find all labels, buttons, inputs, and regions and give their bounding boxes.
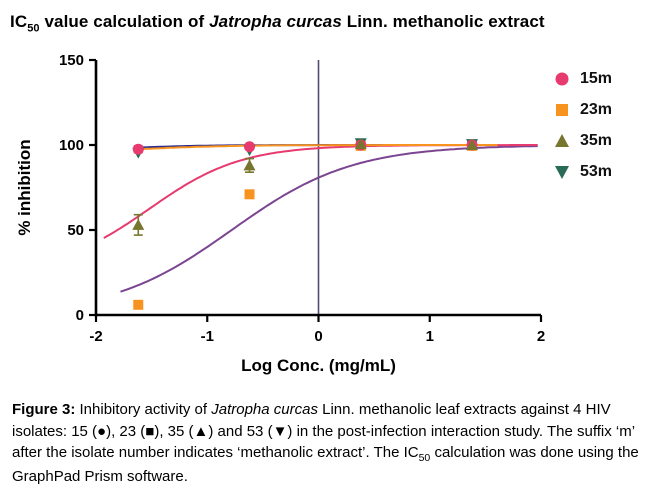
data-point — [555, 134, 569, 148]
square-marker-icon — [553, 101, 571, 119]
data-point — [132, 219, 145, 231]
figure-caption: Figure 3: Inhibitory activity of Jatroph… — [12, 399, 650, 487]
legend-item-15m: 15m — [553, 70, 612, 88]
title-species-italic: Jatropha curcas — [209, 12, 342, 31]
data-point — [555, 72, 569, 86]
circle-marker-icon — [553, 70, 571, 88]
caption-subscript: 50 — [418, 451, 431, 464]
legend-label: 23m — [580, 101, 613, 119]
triangle-down-marker-icon — [553, 163, 571, 181]
title-text: IC — [10, 12, 28, 31]
caption-figure-label: Figure 3: — [12, 401, 76, 419]
legend-label: 53m — [580, 163, 613, 181]
caption-text: Inhibitory activity of — [75, 401, 212, 419]
data-point — [354, 138, 367, 150]
data-point — [244, 141, 256, 153]
legend-label: 35m — [580, 132, 613, 150]
axis-text: -2 — [89, 328, 102, 345]
axis-text: 50 — [67, 222, 84, 239]
fit-curve-53m — [133, 144, 498, 151]
fit-curve-23m — [120, 145, 538, 294]
data-point — [243, 159, 256, 171]
axis-text: Log Conc. (mg/mL) — [241, 356, 396, 375]
data-point — [244, 189, 255, 200]
axis-text: 0 — [76, 307, 84, 324]
legend-label: 15m — [580, 70, 613, 88]
legend-item-23m: 23m — [553, 101, 612, 119]
axis-text: -1 — [201, 328, 214, 345]
axis-text: 2 — [537, 328, 545, 345]
chart-canvas: -2 -1 0 1 2 0 50 100 150 Log Conc. (mg/mL) % inhib… — [15, 52, 545, 375]
legend-item-53m: 53m — [553, 163, 612, 181]
axis-text: 150 — [59, 52, 84, 69]
axis-text: 0 — [314, 328, 322, 345]
caption-text: Linn. methanolic leaf extracts against 4… — [12, 401, 635, 461]
chart-area: -2 -1 0 1 2 0 50 100 150 Log Conc. (mg/mL) % inhib… — [8, 42, 654, 387]
legend-item-35m: 35m — [553, 132, 612, 150]
axis-text: 1 — [426, 328, 434, 345]
fit-curve-35m — [103, 144, 538, 240]
figure-page: IC50 value calculation of Jatropha curca… — [8, 12, 654, 487]
title-subscript: 50 — [27, 22, 40, 35]
data-point — [556, 104, 568, 117]
caption-species-italic: Jatropha curcas — [211, 401, 318, 419]
data-point — [132, 144, 144, 156]
figure-title: IC50 value calculation of Jatropha curca… — [10, 12, 654, 34]
chart-legend: 15m 23m 35m 53m — [553, 42, 612, 181]
axis-text: % inhibition — [15, 140, 34, 236]
title-text: value calculation of — [39, 12, 210, 31]
data-point — [555, 166, 569, 180]
axis-text: 100 — [59, 137, 84, 154]
data-point — [466, 139, 479, 151]
title-text: Linn. methanolic extract — [341, 12, 545, 31]
triangle-up-marker-icon — [553, 132, 571, 150]
data-point — [133, 300, 144, 311]
caption-text: calculation was done using the GraphPad … — [12, 443, 639, 485]
